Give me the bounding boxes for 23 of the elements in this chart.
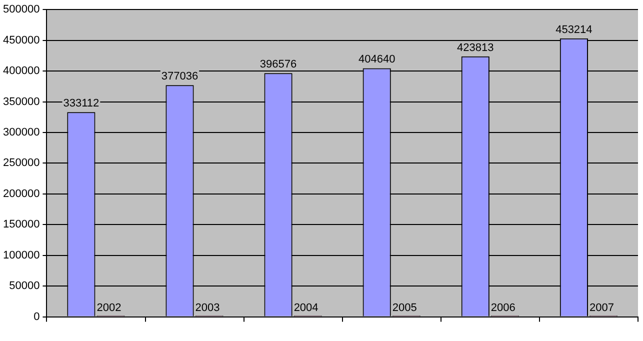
data-label: 2002: [96, 302, 122, 314]
data-label: 2007: [589, 302, 614, 314]
data-label: 423813: [457, 42, 494, 54]
y-tick-label: 150000: [2, 218, 40, 231]
data-label: 377036: [161, 70, 198, 83]
y-tick-label: 100000: [2, 249, 40, 262]
y-tick-label: 400000: [2, 65, 40, 78]
y-tick-label: 250000: [2, 157, 40, 170]
data-label: 453214: [556, 24, 592, 36]
data-label: 2006: [490, 302, 516, 314]
y-tick-label: 350000: [2, 96, 40, 108]
data-label: 404640: [358, 54, 396, 66]
data-label: 2003: [195, 302, 220, 314]
y-tick-label: 50000: [9, 280, 40, 292]
data-label: 2004: [294, 302, 318, 314]
y-tick-label: 450000: [2, 34, 40, 46]
data-label: 333112: [63, 98, 100, 110]
y-tick-label: 200000: [2, 188, 40, 200]
data-label: 2005: [392, 302, 417, 314]
y-tick-label: 300000: [2, 126, 40, 139]
y-tick-label: 0: [34, 310, 40, 323]
data-label: 396576: [260, 58, 297, 71]
y-tick-label: 500000: [2, 4, 40, 16]
